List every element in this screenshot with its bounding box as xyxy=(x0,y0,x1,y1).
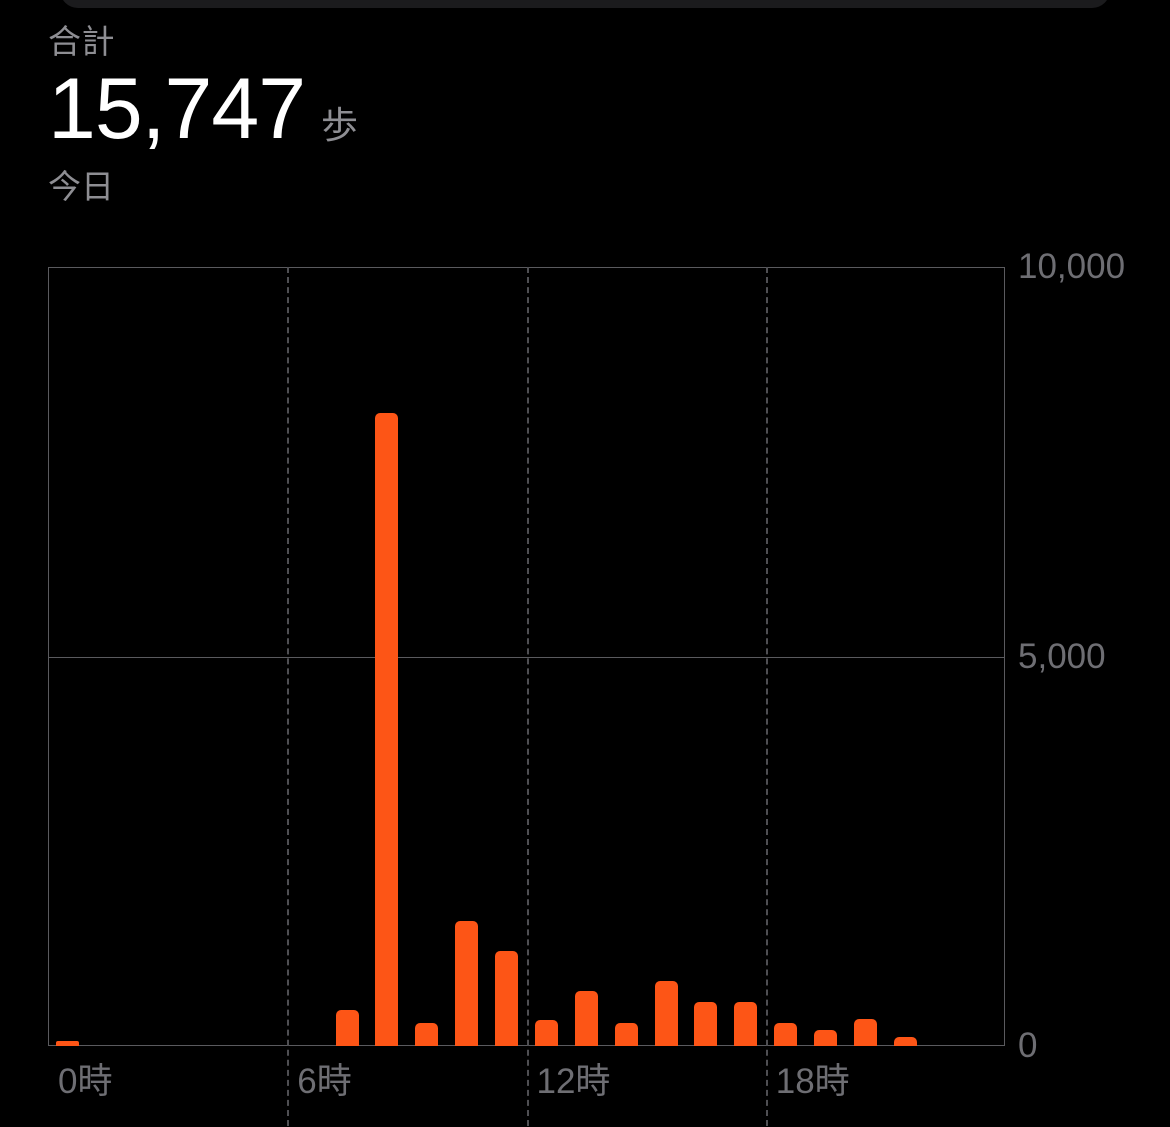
bar-18時[interactable] xyxy=(774,1022,798,1046)
chart-plot-area[interactable] xyxy=(48,267,1005,1126)
bar-10時[interactable] xyxy=(455,921,479,1046)
y-tick-5000: 5,000 xyxy=(1018,636,1106,676)
x-tick-12: 12時 xyxy=(536,1062,611,1101)
bar-17時[interactable] xyxy=(734,1001,758,1046)
total-label: 合計 xyxy=(48,23,115,60)
total-value-row: 15,747 歩 xyxy=(48,61,948,157)
bar-9時[interactable] xyxy=(415,1022,439,1046)
x-tick-18: 18時 xyxy=(775,1062,850,1101)
bar-15時[interactable] xyxy=(654,980,678,1046)
summary-header: 合計 15,747 歩 今日 xyxy=(48,22,948,206)
bar-13時[interactable] xyxy=(574,990,598,1046)
bar-16時[interactable] xyxy=(694,1001,718,1046)
bar-19時[interactable] xyxy=(814,1030,838,1046)
y-tick-0: 0 xyxy=(1018,1026,1038,1065)
gridline-x-12 xyxy=(526,267,529,1126)
bar-7時[interactable] xyxy=(335,1010,359,1046)
bar-11時[interactable] xyxy=(495,950,519,1046)
bar-12時[interactable] xyxy=(534,1019,558,1046)
bar-14時[interactable] xyxy=(614,1023,638,1046)
y-tick-10000: 10,000 xyxy=(1018,247,1126,286)
bar-8時[interactable] xyxy=(375,412,399,1046)
x-tick-6: 6時 xyxy=(297,1062,352,1101)
gridline-x-18 xyxy=(765,267,768,1126)
card-above-peek xyxy=(60,0,1110,8)
total-unit: 歩 xyxy=(321,105,359,146)
bar-21時[interactable] xyxy=(893,1037,917,1046)
bar-20時[interactable] xyxy=(853,1018,877,1046)
period-label: 今日 xyxy=(48,168,114,205)
total-value: 15,747 xyxy=(48,61,306,157)
gridline-x-6 xyxy=(287,267,290,1126)
bar-0時[interactable] xyxy=(56,1041,80,1046)
x-tick-0: 0時 xyxy=(58,1062,113,1101)
